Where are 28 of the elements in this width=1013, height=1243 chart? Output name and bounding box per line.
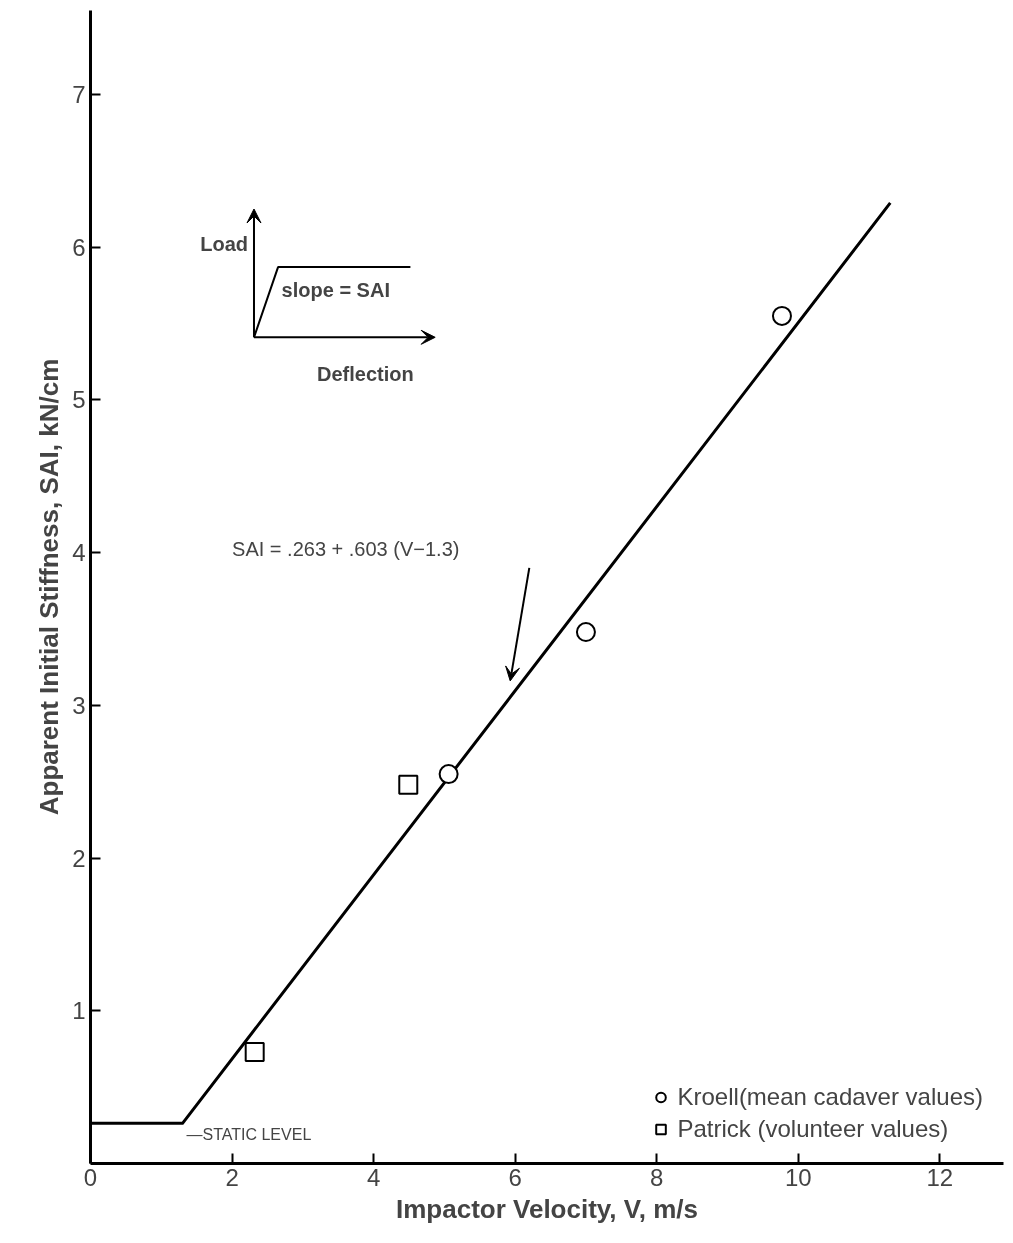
y-tick-label: 2: [72, 844, 86, 872]
y-tick-label: 6: [72, 233, 86, 261]
x-tick-label: 10: [784, 1163, 812, 1191]
x-axis-title: Impactor Velocity, V, m/s: [395, 1193, 699, 1224]
point: [244, 1042, 265, 1063]
x-tick-label: 2: [225, 1163, 239, 1191]
legend-label: Kroell(mean cadaver values): [677, 1083, 983, 1111]
point: [771, 305, 792, 326]
legend-label: Patrick (volunteer values): [677, 1115, 949, 1143]
y-tick-label: 5: [72, 386, 86, 414]
x-tick-label: 6: [508, 1163, 522, 1191]
point: [575, 622, 596, 643]
point: [438, 764, 459, 785]
annotation: Load: [200, 232, 248, 255]
y-axis-title: Apparent Initial Stiffness, SAI, kN/cm: [34, 358, 65, 816]
annotation: —STATIC LEVEL: [186, 1126, 312, 1144]
y-tick-label: 4: [72, 539, 86, 567]
y-tick-label: 1: [72, 997, 86, 1025]
annotation: slope = SAI: [281, 278, 390, 301]
annotation: Deflection: [316, 362, 414, 385]
y-tick-label: 3: [72, 691, 86, 719]
x-tick-label: 8: [650, 1163, 664, 1191]
annotation: SAI = .263 + .603 (V−1.3): [232, 538, 460, 561]
x-tick-label: 0: [83, 1163, 98, 1191]
x-tick-label: 12: [926, 1163, 954, 1191]
point: [398, 774, 419, 795]
x-tick-label: 4: [366, 1163, 381, 1191]
y-tick-label: 7: [72, 80, 86, 108]
